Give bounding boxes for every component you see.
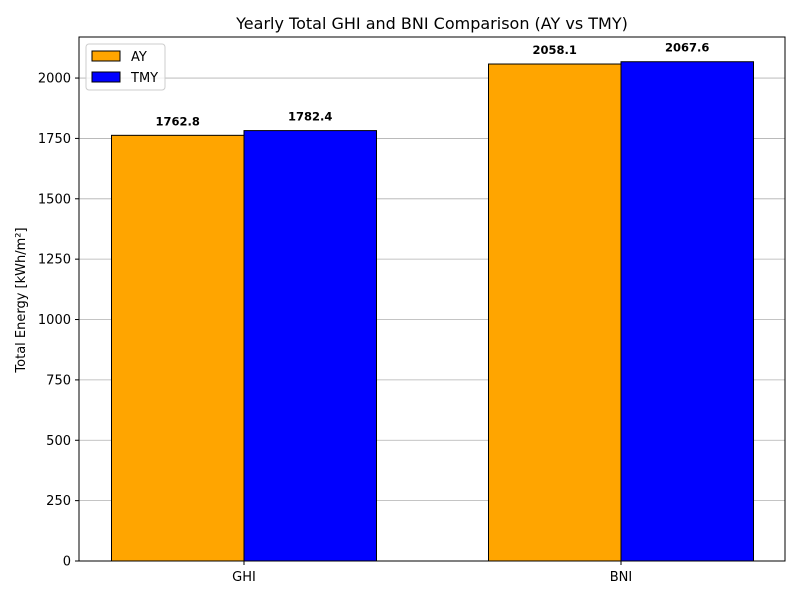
legend-label-ay: AY <box>131 50 147 65</box>
y-tick-label: 1750 <box>38 132 71 147</box>
y-tick-label: 0 <box>63 555 71 570</box>
axes: 0 250 500 750 1000 1250 1500 1750 2000 GHI BNI <box>38 36 786 585</box>
data-label-tmy-ghi: 1782.4 <box>288 110 332 124</box>
y-tick-label: 2000 <box>38 72 71 87</box>
data-label-tmy-bni: 2067.6 <box>665 41 709 55</box>
bars <box>111 61 754 562</box>
y-axis-label: Total Energy [kWh/m²] <box>14 227 29 373</box>
y-tick-label: 250 <box>46 494 71 509</box>
bar-tmy-ghi <box>243 130 377 562</box>
legend-swatch-tmy <box>91 71 121 83</box>
bar-ay-ghi <box>111 134 245 562</box>
bar-tmy-bni <box>620 61 754 562</box>
legend: AY TMY <box>85 43 166 91</box>
y-tick-label: 500 <box>46 434 71 449</box>
data-labels: 1762.8 1782.4 2058.1 2067.6 <box>156 41 710 129</box>
data-label-ay-bni: 2058.1 <box>533 43 577 57</box>
chart-title: Yearly Total GHI and BNI Comparison (AY … <box>235 14 628 33</box>
legend-label-tmy: TMY <box>130 71 158 86</box>
y-tick-label: 1500 <box>38 192 71 207</box>
y-tick-label: 750 <box>46 373 71 388</box>
data-label-ay-ghi: 1762.8 <box>156 114 200 128</box>
y-tick-label: 1000 <box>38 313 71 328</box>
legend-swatch-ay <box>91 50 121 62</box>
bar-ay-bni <box>488 63 622 562</box>
x-tick-label: GHI <box>232 570 256 585</box>
x-tick-label: BNI <box>610 570 632 585</box>
plot-frame <box>78 36 786 562</box>
y-tick-label: 1250 <box>38 253 71 268</box>
